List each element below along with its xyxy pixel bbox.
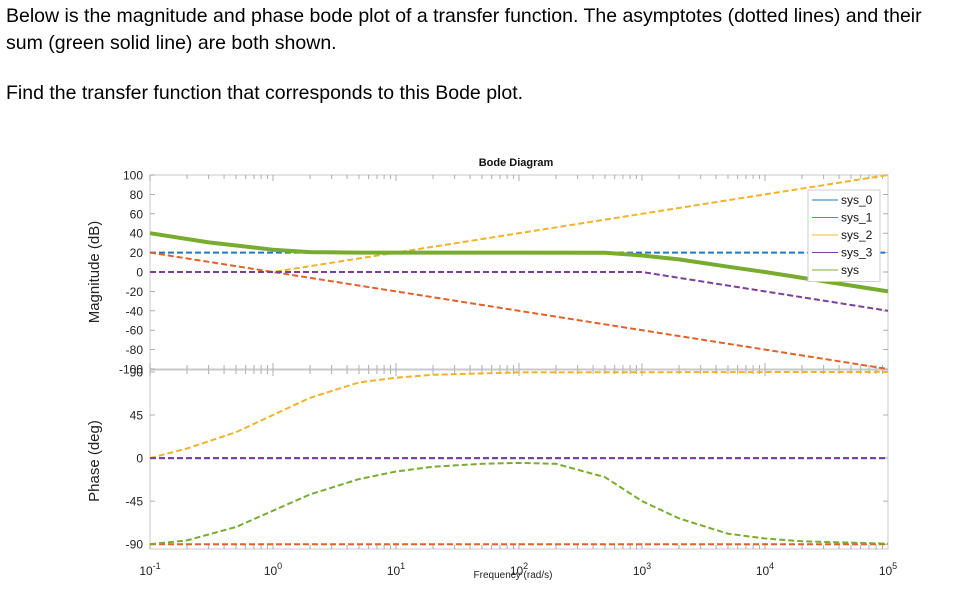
magnitude-y-tick-label: 20 — [130, 246, 144, 260]
magnitude-y-tick-label: -60 — [126, 324, 144, 338]
phase-y-tick-label: 0 — [136, 452, 143, 466]
phase-series-sys — [149, 461, 889, 546]
magnitude-axis-label: Magnitude (dB) — [86, 221, 103, 324]
legend-entry: sys — [841, 263, 859, 277]
legend-entry: sys_3 — [841, 246, 873, 260]
x-tick-label: 101 — [387, 561, 405, 578]
phase-axis-label: Phase (deg) — [86, 420, 103, 502]
magnitude-y-tick-label: 80 — [130, 188, 144, 202]
phase-y-tick-label: 90 — [130, 365, 144, 379]
legend-entry: sys_2 — [841, 228, 873, 242]
x-tick-label: 100 — [264, 561, 282, 578]
x-tick-label: 105 — [879, 561, 897, 578]
phase-y-tick-label: 45 — [130, 408, 144, 422]
legend-entry: sys_0 — [841, 193, 873, 207]
magnitude-y-tick-label: -80 — [126, 343, 144, 357]
phase-axes-box — [149, 369, 889, 550]
x-tick-label: 10-1 — [139, 561, 160, 578]
phase-y-tick-label: -90 — [126, 538, 144, 552]
magnitude-y-tick-label: 40 — [130, 227, 144, 241]
magnitude-series-sys-3 — [150, 271, 889, 312]
magnitude-y-tick-label: -20 — [126, 285, 144, 299]
magnitude-y-tick-label: -40 — [126, 304, 144, 318]
magnitude-series-sys-1 — [149, 251, 889, 370]
phase-y-tick-label: -45 — [126, 495, 144, 509]
x-tick-label: 103 — [633, 561, 651, 578]
chart-title: Bode Diagram — [479, 157, 554, 169]
x-tick-label: 104 — [756, 561, 774, 578]
x-tick-label: 102 — [510, 561, 528, 578]
magnitude-y-tick-label: -100 — [119, 363, 143, 377]
magnitude-y-tick-label: 0 — [136, 266, 143, 280]
legend-entry: sys_1 — [841, 211, 873, 225]
magnitude-y-tick-label: 60 — [130, 207, 144, 221]
phase-series-sys-2 — [149, 370, 889, 460]
question-intro: Below is the magnitude and phase bode pl… — [6, 5, 922, 54]
question-task: Find the transfer function that correspo… — [6, 82, 524, 104]
frequency-axis-label: Frequency (rad/s) — [474, 570, 553, 581]
magnitude-panel: 100 80 60 40 20 0 -20 -40 -60 -80 -100 — [119, 169, 889, 377]
legend-box — [807, 189, 881, 282]
phase-panel: 90 45 0 -45 -90 — [126, 365, 889, 552]
magnitude-series-sys — [149, 231, 889, 294]
magnitude-y-tick-label: 100 — [123, 169, 143, 183]
